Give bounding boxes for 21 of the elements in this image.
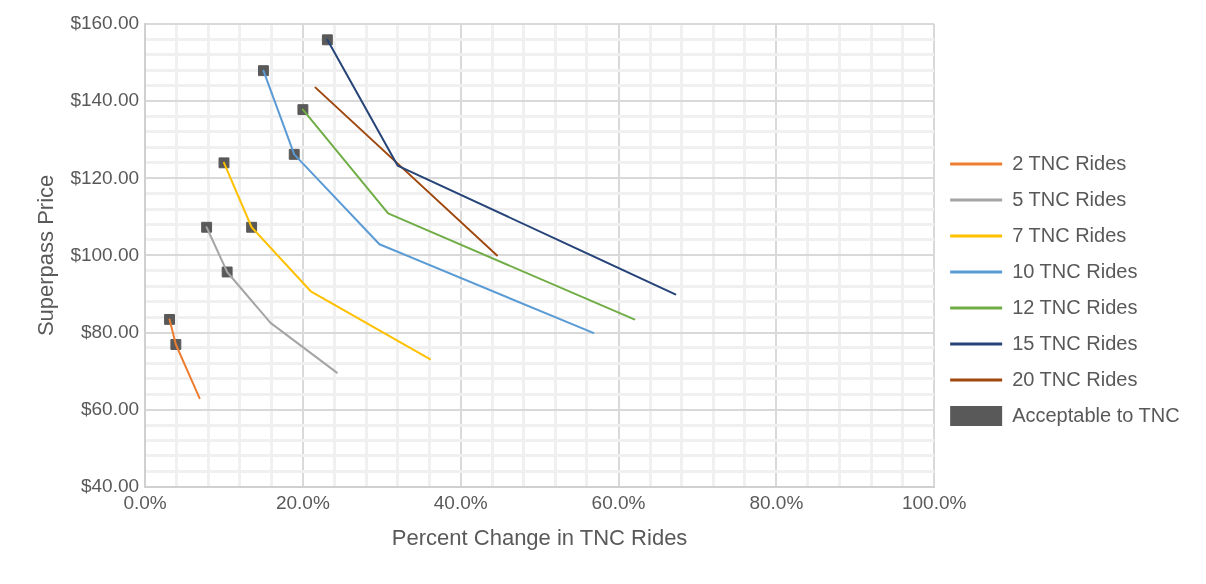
y-axis-title: Superpass Price <box>33 174 59 337</box>
y-tick-label: $60.00 <box>80 397 140 419</box>
x-tick-label: 100.0% <box>901 492 967 514</box>
legend-label: 2 TNC Rides <box>1012 151 1127 174</box>
x-tick-label: 20.0% <box>275 492 330 514</box>
legend-label: 15 TNC Rides <box>1012 331 1138 354</box>
y-tick-label: $100.00 <box>70 243 140 265</box>
y-tick-label: $140.00 <box>70 89 140 111</box>
x-tick-label: 40.0% <box>433 492 488 514</box>
y-tick-label: $160.00 <box>70 12 140 34</box>
x-tick-label: 80.0% <box>749 492 804 514</box>
legend-label: Acceptable to TNC <box>1012 403 1180 426</box>
legend-label: 5 TNC Rides <box>1012 187 1127 210</box>
x-tick-label: 60.0% <box>591 492 646 514</box>
legend-label: 7 TNC Rides <box>1012 223 1127 246</box>
legend-label: 10 TNC Rides <box>1012 259 1138 282</box>
legend-label: 12 TNC Rides <box>1012 295 1138 318</box>
x-axis-title: Percent Change in TNC Rides <box>391 524 688 550</box>
y-tick-label: $80.00 <box>80 320 140 342</box>
y-tick-label: $120.00 <box>70 166 140 188</box>
legend-label: 20 TNC Rides <box>1012 367 1138 390</box>
